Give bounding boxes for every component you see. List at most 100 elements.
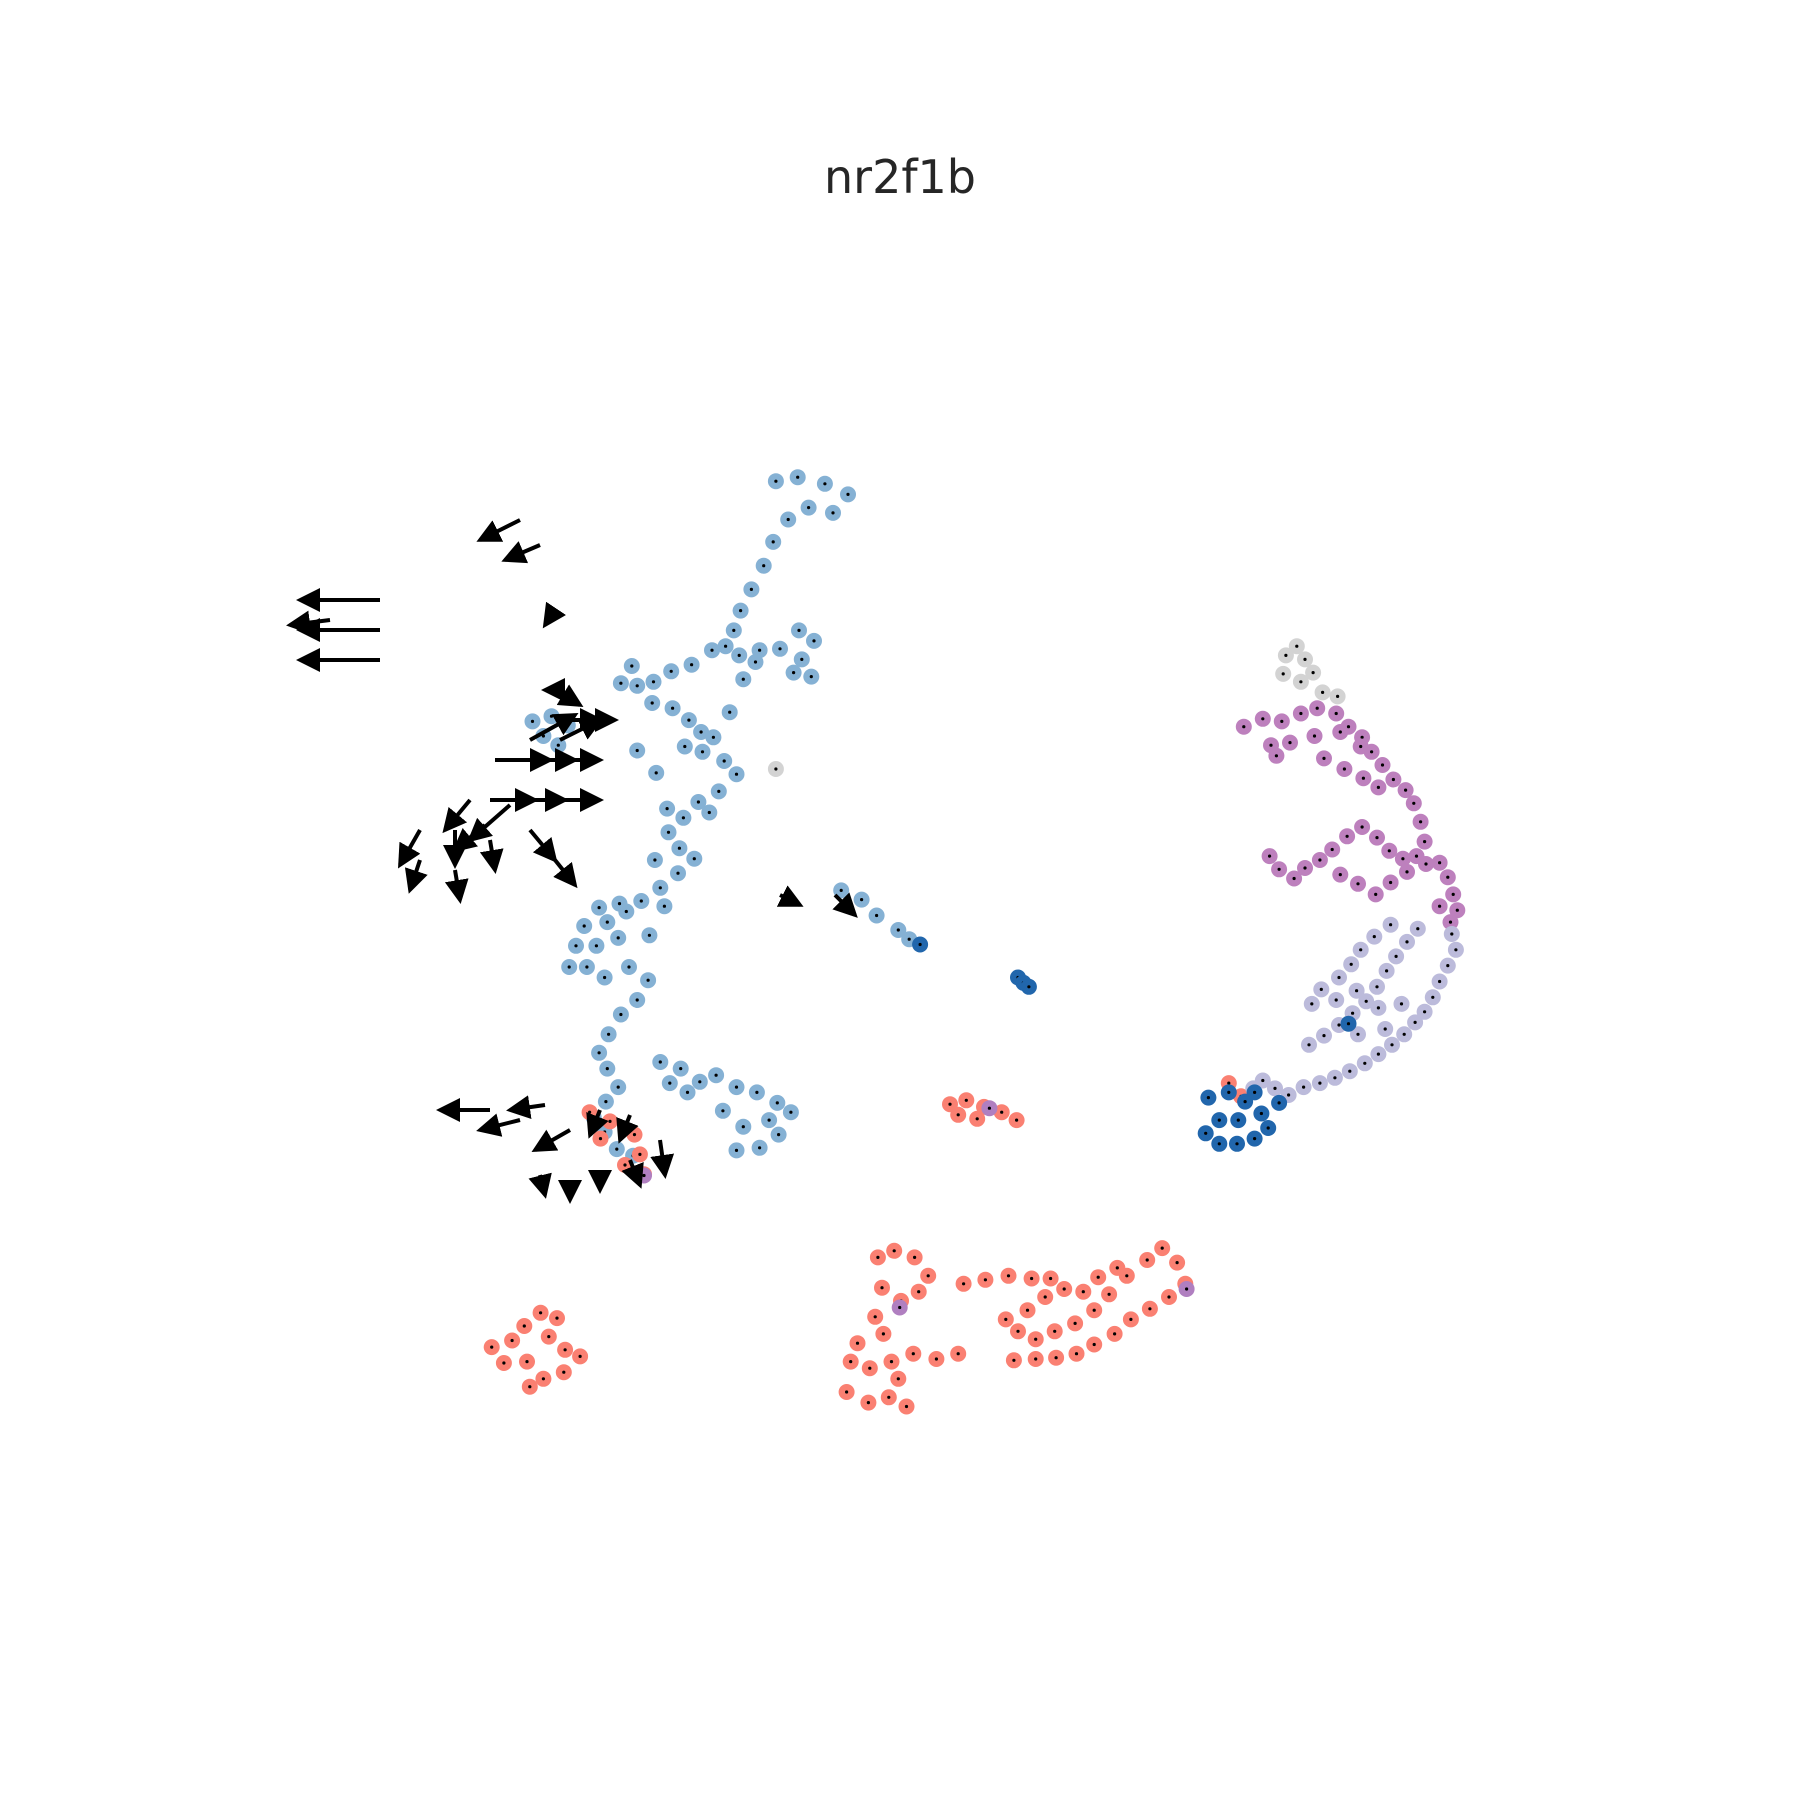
velocity-dot xyxy=(777,1133,781,1137)
velocity-dot xyxy=(1049,1276,1053,1281)
velocity-dot xyxy=(741,1125,745,1129)
velocity-dot xyxy=(1034,1357,1038,1361)
velocity-dot xyxy=(956,1113,960,1117)
velocity-dot xyxy=(1096,1275,1100,1279)
velocity-arrow xyxy=(776,885,804,907)
velocity-dot xyxy=(1312,734,1317,738)
velocity-dot xyxy=(1167,1295,1171,1299)
velocity-dot xyxy=(1359,948,1363,952)
velocity-dot xyxy=(1438,861,1442,865)
velocity-dot xyxy=(1217,1142,1221,1146)
velocity-dot xyxy=(1364,999,1368,1003)
velocity-dot xyxy=(662,904,667,908)
velocity-arrow xyxy=(528,828,558,864)
velocity-dot xyxy=(653,858,657,862)
velocity-dot xyxy=(1074,1352,1079,1356)
velocity-dot xyxy=(696,800,701,804)
velocity-dot xyxy=(1281,672,1285,676)
velocity-dot xyxy=(654,771,658,775)
velocity-dot xyxy=(1322,756,1326,761)
velocity-dot xyxy=(762,564,766,568)
velocity-dot xyxy=(1287,1093,1291,1097)
velocity-dot xyxy=(647,933,652,937)
velocity-dot xyxy=(562,1370,566,1374)
velocity-dot xyxy=(728,710,732,714)
velocity-dot xyxy=(1375,836,1379,840)
velocity-dot xyxy=(1092,1308,1096,1312)
velocity-arrow xyxy=(553,858,578,889)
velocity-dot xyxy=(616,936,620,940)
velocity-dot xyxy=(786,517,790,522)
velocity-dot xyxy=(666,830,671,834)
velocity-dot xyxy=(1336,694,1340,699)
velocity-dot xyxy=(1338,730,1342,734)
velocity-dot xyxy=(734,772,739,776)
velocity-dot xyxy=(1092,1342,1096,1347)
velocity-dot xyxy=(1043,1295,1047,1299)
velocity-dot xyxy=(642,1173,646,1178)
velocity-dot xyxy=(1034,1337,1038,1341)
velocity-dot xyxy=(603,975,607,980)
velocity-dot xyxy=(711,735,716,739)
velocity-dot xyxy=(530,719,535,724)
velocity-dot xyxy=(1227,1090,1231,1094)
velocity-dot xyxy=(1318,1081,1322,1085)
velocity-dot xyxy=(616,1085,620,1089)
velocity-arrow xyxy=(398,829,422,869)
cluster-3 xyxy=(1245,916,1464,1103)
cluster-2 xyxy=(1235,700,1466,931)
velocity-dot xyxy=(1385,969,1389,973)
velocity-dot xyxy=(597,1051,601,1055)
velocity-dot xyxy=(913,1255,917,1259)
velocity-dot xyxy=(556,743,560,747)
velocity-dot xyxy=(724,644,728,648)
velocity-dot xyxy=(1006,1274,1011,1278)
velocity-dot xyxy=(635,684,639,688)
velocity-dot xyxy=(1054,1356,1058,1360)
velocity-dot xyxy=(1227,1081,1231,1085)
velocity-dot xyxy=(1424,862,1428,866)
velocity-dot xyxy=(1360,735,1364,739)
velocity-arrow xyxy=(444,869,469,904)
velocity-dot xyxy=(1376,1006,1380,1010)
velocity-arrow xyxy=(476,1113,521,1137)
velocity-dot xyxy=(1372,935,1376,939)
velocity-dot xyxy=(1273,1086,1277,1090)
velocity-dot xyxy=(898,1305,902,1310)
velocity-dot xyxy=(823,482,827,486)
velocity-dot xyxy=(632,1133,637,1137)
velocity-dot xyxy=(749,587,754,592)
velocity-dot xyxy=(1321,690,1325,695)
velocity-dot xyxy=(658,886,662,890)
velocity-dot xyxy=(699,730,703,734)
velocity-dot xyxy=(1113,1332,1117,1336)
velocity-arrow xyxy=(501,541,541,564)
velocity-dot xyxy=(1351,1011,1355,1015)
velocity-dot xyxy=(563,1348,567,1352)
velocity-dot xyxy=(1337,1023,1341,1027)
velocity-dot xyxy=(1315,706,1319,710)
velocity-dot xyxy=(1016,1329,1020,1333)
velocity-dot xyxy=(605,920,609,924)
velocity-dot xyxy=(1391,777,1395,782)
cluster-6 xyxy=(636,1100,1195,1316)
velocity-dot xyxy=(1387,849,1391,853)
velocity-dot xyxy=(1303,657,1307,662)
velocity-dot xyxy=(797,628,801,633)
velocity-dot xyxy=(658,1060,662,1064)
velocity-dot xyxy=(904,1404,909,1409)
velocity-dot xyxy=(1389,923,1393,927)
velocity-dot xyxy=(875,913,879,918)
velocity-arrow xyxy=(542,601,567,629)
velocity-dot xyxy=(741,677,745,681)
velocity-dot xyxy=(676,871,680,875)
velocity-dot xyxy=(1299,711,1303,716)
points-layer xyxy=(483,469,1466,1415)
cluster-4 xyxy=(912,936,1357,1152)
velocity-dot xyxy=(1389,880,1393,885)
velocity-dot xyxy=(619,1012,623,1017)
velocity-dot xyxy=(1318,858,1322,862)
velocity-dot xyxy=(1342,767,1346,771)
velocity-dot xyxy=(1015,1118,1019,1122)
velocity-dot xyxy=(734,1085,739,1089)
